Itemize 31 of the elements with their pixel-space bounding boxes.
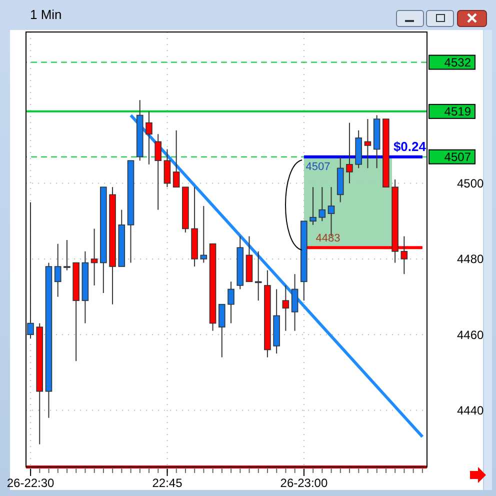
candlestick: [218, 304, 226, 358]
x-tick-label: 22:45: [152, 476, 183, 490]
candlestick: [282, 284, 290, 332]
ref-line-label: 4507: [444, 150, 472, 164]
annotation: 4483: [316, 232, 340, 245]
candlestick: [172, 130, 180, 188]
y-tick-label: 4440: [457, 404, 484, 418]
x-tick-label: 26-23:00: [280, 476, 328, 490]
candlestick: [146, 110, 152, 165]
candlestick: [154, 134, 162, 210]
x-tick-label: 26-22:30: [6, 476, 55, 490]
y-tick-label: 4500: [457, 176, 484, 191]
annotation: $0.24: [393, 138, 427, 154]
chart-title: 1 Min: [30, 7, 62, 22]
candlestick: [27, 202, 34, 339]
candlestick: [200, 206, 208, 264]
ref-line-label: 4532: [444, 55, 472, 70]
y-tick-label: 4460: [457, 328, 484, 342]
candlestick: [364, 118, 372, 169]
candlestick: [291, 274, 298, 332]
candlestick: [64, 240, 70, 271]
candlestick: [346, 122, 353, 184]
candlestick: [54, 243, 62, 298]
y-tick-label: 4480: [457, 252, 484, 266]
candlestick: [228, 281, 234, 324]
candlestick: [318, 186, 326, 222]
annotation: 4507: [306, 160, 330, 173]
candlestick: [310, 186, 316, 226]
ref-line-label: 4519: [444, 104, 472, 118]
candlestick: [164, 148, 171, 188]
candlestick: [90, 228, 98, 286]
